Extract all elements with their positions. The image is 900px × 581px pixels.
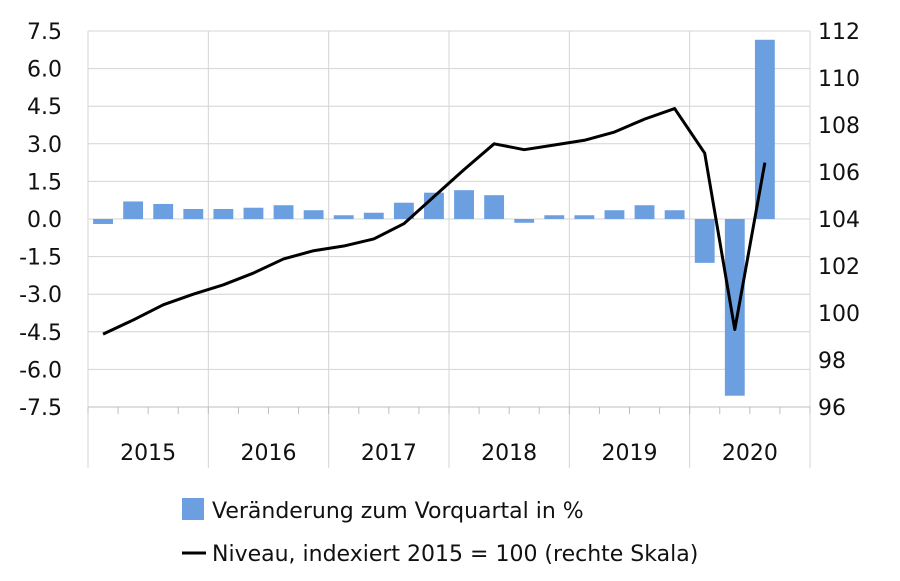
left-tick-label: 0.0 xyxy=(27,208,62,233)
bar-2017Q3 xyxy=(393,202,414,219)
bar-2018Q4 xyxy=(544,215,565,219)
bar-2020Q1 xyxy=(694,219,715,263)
bar-series xyxy=(93,39,775,396)
bar-2017Q2 xyxy=(363,212,384,219)
left-tick-label: 6.0 xyxy=(27,58,62,83)
year-label: 2019 xyxy=(602,441,658,466)
bar-2019Q4 xyxy=(664,210,685,219)
right-tick-label: 106 xyxy=(818,161,860,186)
left-tick-label: -3.0 xyxy=(19,283,62,308)
right-tick-label: 110 xyxy=(818,67,860,92)
legend: Veränderung zum Vorquartal in % Niveau, … xyxy=(182,498,698,567)
left-tick-label: 3.0 xyxy=(27,133,62,158)
year-label: 2015 xyxy=(120,441,176,466)
left-tick-label: -7.5 xyxy=(19,396,62,421)
left-tick-label: 1.5 xyxy=(27,170,62,195)
bar-2019Q2 xyxy=(604,210,625,219)
bar-2020Q3 xyxy=(754,39,775,220)
left-tick-label: -6.0 xyxy=(19,358,62,383)
legend-label-line: Niveau, indexiert 2015 = 100 (rechte Ska… xyxy=(212,542,698,567)
year-label: 2017 xyxy=(361,441,417,466)
right-tick-label: 104 xyxy=(818,208,860,233)
x-axis-ticks: 2015 2016 2017 2018 2019 2020 xyxy=(120,441,778,466)
year-label: 2016 xyxy=(241,441,297,466)
bar-2015Q3 xyxy=(153,203,174,219)
left-tick-label: 7.5 xyxy=(27,20,62,45)
line-series xyxy=(102,107,767,336)
bar-2018Q3 xyxy=(514,219,535,223)
bar-2016Q4 xyxy=(303,210,324,219)
right-tick-label: 102 xyxy=(818,255,860,280)
bar-2017Q1 xyxy=(333,215,354,219)
left-tick-label: -1.5 xyxy=(19,246,62,271)
bar-2015Q4 xyxy=(183,208,204,219)
bar-2019Q1 xyxy=(574,215,595,219)
index-line xyxy=(102,107,767,336)
bar-2015Q1 xyxy=(93,219,113,225)
left-axis-ticks: 7.5 6.0 4.5 3.0 1.5 0.0 -1.5 -3.0 -4.5 -6.0 -7.5 xyxy=(19,20,62,421)
left-tick-label: 4.5 xyxy=(27,95,62,120)
bar-2015Q2 xyxy=(123,201,144,219)
right-tick-label: 112 xyxy=(818,20,860,45)
right-tick-label: 96 xyxy=(818,396,846,421)
bar-2018Q2 xyxy=(484,195,505,219)
bar-2016Q2 xyxy=(243,207,264,219)
bar-2020Q2 xyxy=(724,219,745,396)
year-label: 2018 xyxy=(481,441,537,466)
right-tick-label: 98 xyxy=(818,349,846,374)
left-tick-label: -4.5 xyxy=(19,321,62,346)
bar-2016Q3 xyxy=(273,205,294,219)
right-tick-label: 108 xyxy=(818,114,860,139)
legend-swatch-bars xyxy=(182,498,204,520)
right-tick-label: 100 xyxy=(818,302,860,327)
bar-2018Q1 xyxy=(454,190,474,219)
bar-2019Q3 xyxy=(634,205,655,219)
axes xyxy=(87,406,811,414)
right-axis-ticks: 112 110 108 106 104 102 100 98 96 xyxy=(818,20,860,421)
year-label: 2020 xyxy=(722,441,778,466)
legend-label-bars: Veränderung zum Vorquartal in % xyxy=(212,499,584,524)
bar-2016Q1 xyxy=(213,208,234,219)
